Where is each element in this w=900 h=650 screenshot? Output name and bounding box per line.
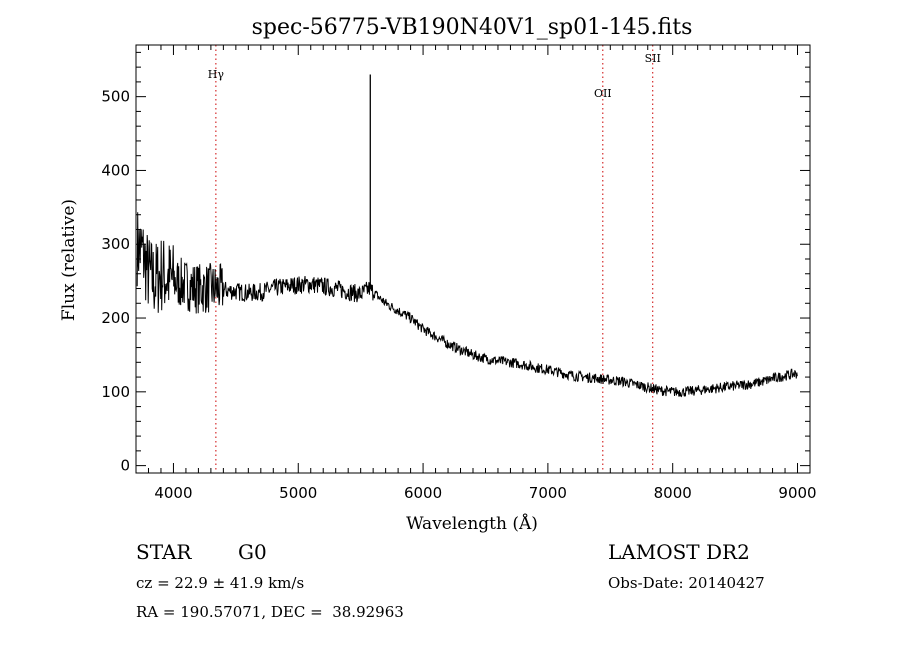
spectral-line-label-2: SII [645,52,661,65]
flux-series-line [136,212,798,398]
survey-name: LAMOST DR2 [608,540,750,564]
x-axis-label: Wavelength (Å) [406,513,538,534]
observation-date: Obs-Date: 20140427 [608,574,765,592]
spectral-line-label-1: OII [594,87,612,100]
y-tick-label: 300 [101,235,130,253]
y-tick-label: 400 [101,161,130,179]
x-tick-label: 5000 [279,484,317,502]
y-tick-label: 0 [120,457,130,475]
redshift-cz: cz = 22.9 ± 41.9 km/s [136,574,305,592]
x-tick-label: 7000 [529,484,567,502]
plot-frame [135,44,811,474]
y-axis-label: Flux (relative) [59,199,79,321]
spectral-line-label-0: Hγ [208,68,225,81]
y-tick-label: 100 [101,383,130,401]
y-tick-label: 500 [101,88,130,106]
chart-title: spec-56775-VB190N40V1_sp01-145.fits [252,15,693,40]
x-tick-label: 9000 [778,484,816,502]
object-class: STAR [136,540,192,564]
ra-dec-coordinates: RA = 190.57071, DEC = 38.92963 [136,603,404,621]
x-tick-label: 8000 [654,484,692,502]
x-tick-label: 6000 [404,484,442,502]
y-axis-ticks: 0 100 200 300 400 500 [101,51,810,475]
x-axis-ticks: 4000 5000 6000 7000 8000 9000 [147,45,817,502]
spectral-line-markers: Hγ OII SII [208,45,661,473]
x-tick-label: 4000 [154,484,192,502]
object-subclass: G0 [238,540,267,564]
y-tick-label: 200 [101,309,130,327]
